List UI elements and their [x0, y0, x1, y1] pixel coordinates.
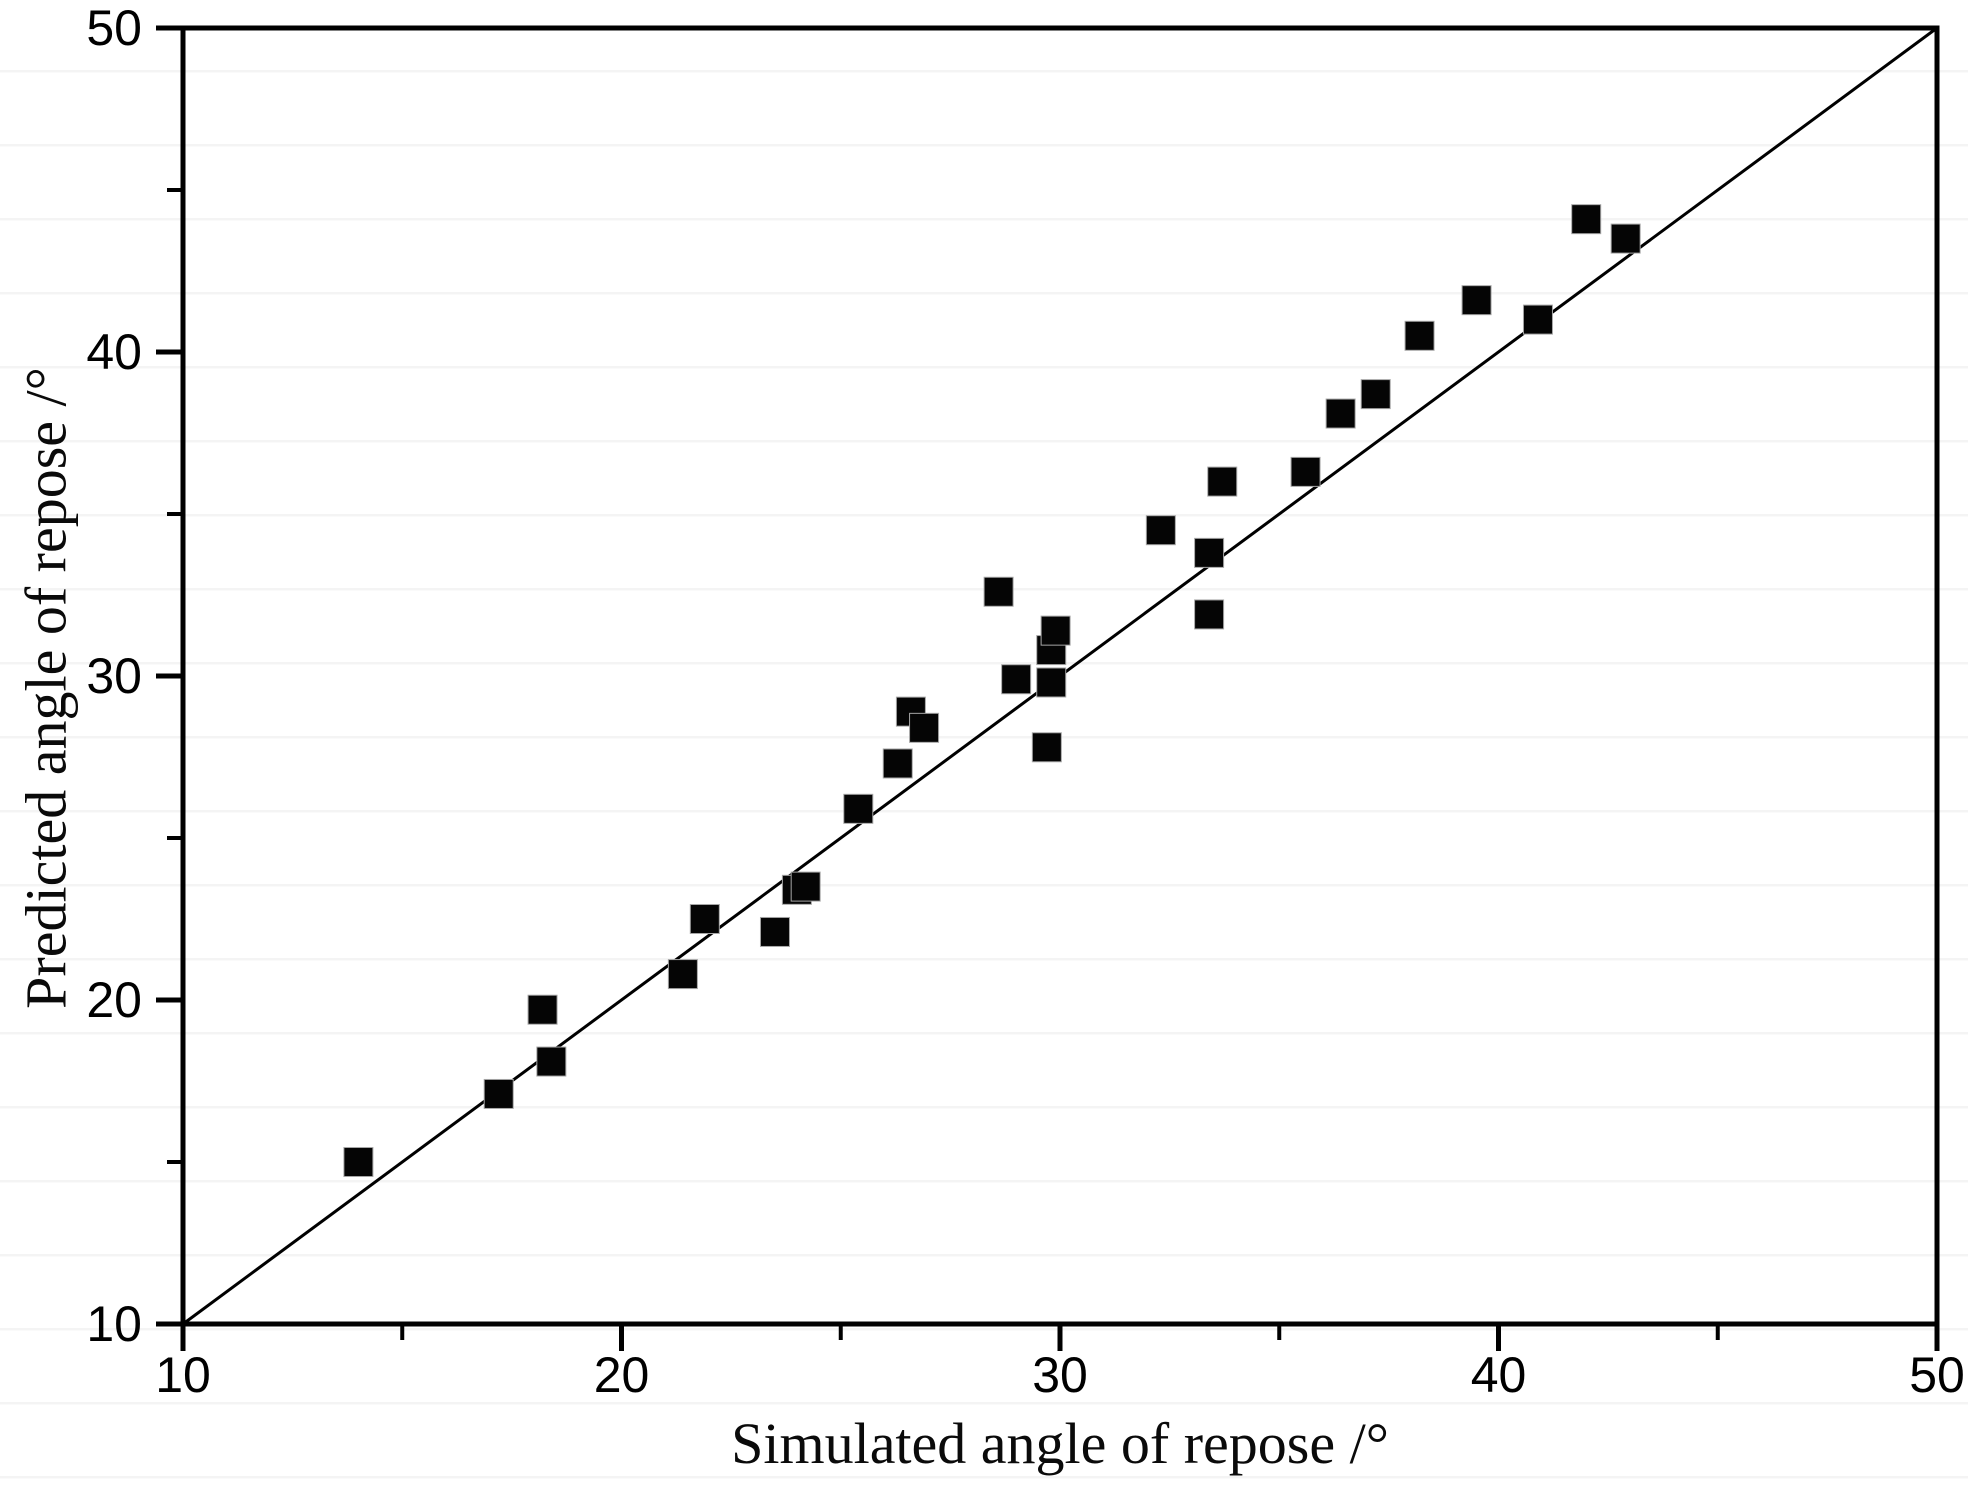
- data-point: [843, 793, 874, 824]
- data-point: [882, 748, 913, 779]
- x-tick-label-50: 50: [1909, 1347, 1965, 1403]
- y-tick-label-10: 10: [86, 1296, 142, 1352]
- y-tick-label-50: 50: [86, 0, 142, 56]
- data-point: [1571, 204, 1602, 235]
- data-point: [527, 994, 558, 1025]
- data-point: [1325, 398, 1356, 429]
- data-point: [1145, 515, 1176, 546]
- data-point: [1404, 320, 1435, 351]
- x-axis-title: Simulated angle of repose /°: [731, 1411, 1389, 1476]
- data-point: [1522, 304, 1553, 335]
- x-tick-label-40: 40: [1470, 1347, 1527, 1403]
- data-point: [689, 904, 720, 934]
- data-point: [983, 576, 1014, 607]
- x-tick-label-10: 10: [155, 1347, 211, 1403]
- y-tick-label-40: 40: [86, 324, 142, 380]
- plot-frame: [180, 25, 1940, 1327]
- data-point: [1610, 223, 1641, 254]
- data-point: [1001, 664, 1032, 695]
- x-tick-label-30: 30: [1032, 1347, 1088, 1403]
- data-point: [667, 959, 698, 990]
- data-point: [909, 712, 940, 743]
- data-point: [536, 1046, 567, 1077]
- y-tick-label-20: 20: [86, 972, 142, 1028]
- data-point: [1040, 615, 1071, 646]
- x-tick-label-20: 20: [593, 1347, 650, 1403]
- data-point: [1194, 537, 1225, 568]
- data-point: [1036, 667, 1067, 698]
- data-point: [1194, 599, 1225, 630]
- data-point: [1207, 466, 1238, 497]
- data-point: [1290, 456, 1321, 487]
- data-point: [483, 1078, 514, 1109]
- data-point: [790, 871, 821, 902]
- y-axis-title: Predicted angle of repose /°: [13, 367, 79, 1009]
- data-point: [1461, 285, 1492, 316]
- data-point: [1360, 379, 1391, 410]
- data-point: [759, 916, 790, 947]
- data-point: [1031, 732, 1062, 763]
- data-point: [343, 1147, 374, 1177]
- y-tick-label-30: 30: [86, 648, 142, 704]
